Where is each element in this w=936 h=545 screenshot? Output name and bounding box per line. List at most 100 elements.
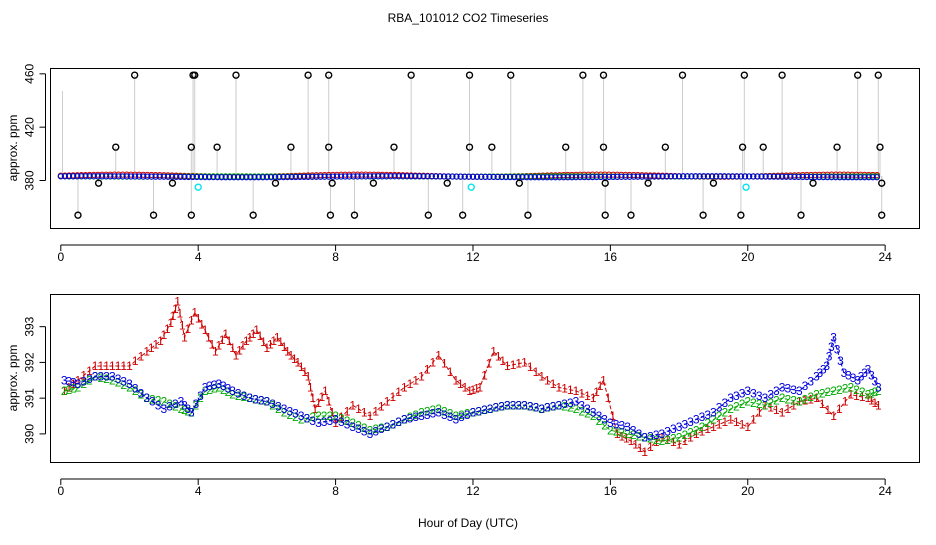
top-y-tick-label: 420 [23, 117, 37, 137]
baseline-point-blue [152, 173, 159, 180]
series-3-marker: 3 [475, 404, 482, 418]
series-1-marker: 1 [233, 348, 240, 362]
series-3-marker: 3 [750, 386, 757, 400]
baseline-point-blue [201, 174, 209, 181]
series-3-marker: 3 [332, 413, 339, 427]
outlier-point [458, 211, 467, 219]
baseline-point-blue [399, 173, 407, 180]
series-3-marker: 3 [407, 411, 414, 425]
outlier-point [465, 143, 474, 151]
series-3-marker: 3 [796, 384, 803, 398]
outlier-point [738, 143, 747, 151]
series-2-marker: 2 [258, 394, 265, 408]
series-2-marker: 2 [578, 404, 585, 418]
series-1-marker: 1 [250, 327, 257, 341]
series-2-marker: 2 [202, 384, 209, 398]
series-3-marker: 3 [166, 400, 173, 414]
series-2-marker: 2 [412, 408, 419, 422]
outlier-point [878, 179, 886, 187]
series-1-marker: 1 [86, 364, 93, 378]
series-3-marker: 3 [418, 409, 425, 423]
bottom-x-tick-label: 0 [57, 484, 64, 498]
series-1-marker: 1 [632, 438, 639, 452]
series-3-marker: 3 [309, 414, 316, 428]
series-3-line [64, 335, 879, 439]
series-3-marker: 3 [538, 402, 545, 416]
series-1-marker: 1 [188, 314, 195, 328]
baseline-point-blue [849, 174, 856, 181]
outlier-point [524, 211, 532, 219]
series-1-marker: 1 [179, 318, 186, 332]
series-1-marker: 1 [605, 391, 612, 405]
series-3-marker: 3 [304, 411, 311, 425]
series-1-marker: 1 [338, 410, 345, 424]
series-1-marker: 1 [802, 394, 809, 408]
baseline-point-blue [869, 174, 876, 181]
series-3-marker: 3 [178, 395, 185, 409]
outlier-point [187, 143, 196, 151]
series-3-marker: 3 [716, 401, 723, 415]
series-2-marker: 2 [567, 401, 574, 415]
baseline-point-blue [713, 173, 720, 180]
bottom-y-tick-label: 393 [23, 316, 37, 336]
baseline-point-blue [680, 173, 687, 180]
series-1-marker: 1 [185, 322, 192, 336]
series-1-marker: 1 [309, 391, 316, 405]
series-1-marker: 1 [462, 380, 469, 394]
baseline-point-blue [222, 174, 229, 181]
baseline-point-blue [642, 173, 650, 180]
series-1-marker: 1 [470, 383, 477, 397]
series-2-marker: 2 [75, 380, 82, 394]
baseline-point-blue [605, 173, 613, 181]
series-1-marker: 1 [659, 430, 666, 444]
series-2-marker: 2 [172, 400, 179, 414]
series-3-marker: 3 [412, 410, 419, 424]
baseline-point-blue [288, 173, 295, 181]
series-2-marker: 2 [630, 428, 637, 442]
series-3-marker: 3 [762, 391, 769, 405]
series-2-marker: 2 [868, 386, 875, 400]
series-1-marker: 1 [784, 402, 791, 416]
series-1-marker: 1 [865, 391, 872, 405]
outlier-point [424, 211, 433, 219]
series-3-marker: 3 [115, 372, 122, 386]
outlier-point [271, 179, 280, 187]
series-2-marker: 2 [61, 384, 68, 398]
series-1-marker: 1 [722, 415, 729, 429]
baseline-point-blue [593, 173, 600, 181]
series-3-marker: 3 [687, 415, 694, 429]
series-3-marker: 3 [872, 374, 879, 388]
series-1-marker: 1 [274, 330, 281, 344]
baseline-point-blue [325, 173, 332, 180]
series-2-marker: 2 [722, 405, 729, 419]
series-2-marker: 2 [98, 371, 105, 385]
series-2-marker: 2 [659, 434, 666, 448]
outlier-point [287, 143, 295, 151]
baseline-point-blue [655, 173, 662, 180]
top-x-tick-label: 8 [332, 250, 339, 264]
series-2-marker: 2 [584, 407, 591, 421]
series-1-marker: 1 [495, 349, 502, 363]
series-1-marker: 1 [195, 311, 202, 325]
series-1-marker: 1 [170, 309, 177, 323]
series-2-marker: 2 [836, 383, 843, 397]
series-3-marker: 3 [197, 389, 204, 403]
series-1-marker: 1 [177, 307, 184, 321]
baseline-point-blue [403, 173, 411, 180]
baseline-point-blue [729, 173, 736, 180]
baseline-point-blue [741, 173, 749, 180]
series-3-marker: 3 [767, 388, 774, 402]
outlier-point [191, 71, 199, 79]
series-2-marker: 2 [607, 423, 614, 437]
series-3-marker: 3 [790, 383, 797, 397]
series-3-marker: 3 [527, 400, 534, 414]
baseline-point-blue [486, 173, 493, 181]
series-3-marker: 3 [470, 405, 477, 419]
series-2-marker: 2 [716, 409, 723, 423]
outlier-point [232, 71, 240, 79]
series-2-marker: 2 [220, 383, 227, 397]
series-2-marker: 2 [292, 410, 299, 424]
series-1-marker: 1 [687, 430, 694, 444]
series-1-marker: 1 [710, 420, 717, 434]
